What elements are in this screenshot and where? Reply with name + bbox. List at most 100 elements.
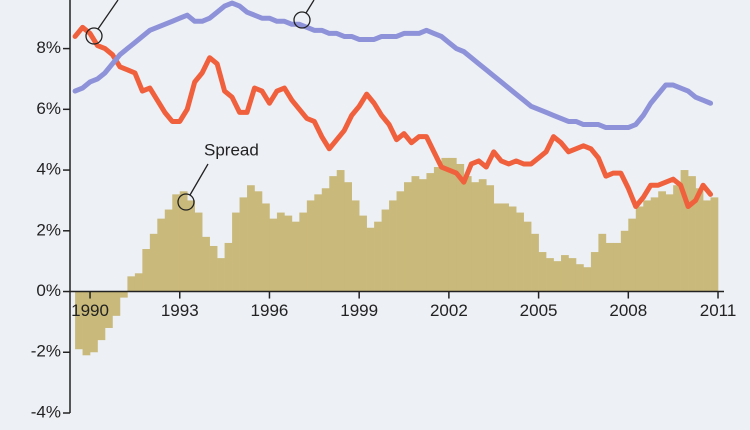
bar: [710, 197, 719, 292]
bar: [359, 215, 367, 292]
bar: [508, 206, 517, 292]
bar: [650, 197, 659, 292]
bar: [164, 209, 173, 292]
y-tick-label: -4%: [31, 402, 61, 421]
bar: [112, 291, 121, 316]
y-tick-label: 2%: [36, 220, 61, 239]
y-tick-label: 4%: [36, 160, 61, 179]
bar: [493, 203, 502, 292]
annotation-circle: [293, 11, 311, 29]
line: [72, 24, 714, 209]
bar: [598, 233, 607, 292]
x-tick-label: 1990: [71, 301, 109, 320]
bar: [411, 176, 420, 292]
bar: [299, 212, 308, 292]
bar: [75, 291, 83, 350]
bar: [321, 188, 330, 292]
bar: [276, 212, 285, 292]
bar: [336, 170, 345, 292]
bar: [441, 157, 450, 292]
bar: [239, 197, 248, 292]
bar: [538, 252, 547, 292]
bar: [232, 212, 240, 292]
bar: [433, 167, 442, 292]
bar: [546, 258, 554, 292]
bar: [247, 185, 255, 292]
bar: [329, 176, 338, 292]
annotation-circle: [177, 193, 195, 211]
bar: [366, 227, 375, 292]
bar: [157, 218, 166, 292]
bar: [575, 264, 584, 292]
x-tick-label: 2011: [700, 301, 737, 320]
bar: [254, 191, 263, 292]
bars: [75, 157, 719, 356]
bar: [194, 212, 203, 292]
bar: [553, 261, 562, 292]
bar: [643, 200, 652, 292]
bar: [583, 267, 592, 292]
bar: [471, 182, 480, 292]
bar: [224, 242, 233, 292]
bar: [516, 212, 524, 292]
bar: [344, 182, 352, 292]
annotation-leader: [305, 0, 315, 14]
bar: [209, 245, 218, 292]
bar: [389, 200, 397, 292]
bar: [90, 291, 98, 353]
x-tick-label: 1993: [161, 301, 199, 320]
annotation-circle: [85, 27, 103, 45]
bar: [673, 185, 681, 292]
x-tick-label: 1996: [251, 301, 289, 320]
bar: [463, 176, 472, 292]
x-tick-label: 2002: [430, 301, 468, 320]
bar: [396, 191, 405, 292]
bar: [404, 182, 412, 292]
bar: [127, 276, 136, 292]
annotation-leader: [189, 163, 209, 196]
bar: [374, 221, 382, 292]
bar: [531, 233, 539, 292]
x-tick-label: 2008: [609, 301, 647, 320]
bar: [605, 242, 614, 292]
bar: [306, 200, 315, 292]
bar: [635, 206, 644, 292]
bar: [269, 218, 278, 292]
axes: -4% -2% 0% 2% 4% 6% 8% 1990 1993 1996 1999 2002 2005…: [31, 0, 737, 421]
bar: [590, 252, 599, 292]
lines: [72, 0, 714, 209]
annotations: [85, 0, 315, 211]
bar: [680, 170, 689, 292]
bar: [142, 249, 151, 292]
bar: [314, 194, 323, 292]
series-annotation: Spread: [204, 140, 259, 159]
bar: [172, 194, 181, 292]
bar: [658, 191, 666, 292]
bar: [97, 291, 106, 341]
line: [72, 0, 714, 131]
bar: [478, 179, 487, 292]
bar: [628, 218, 637, 292]
bar: [187, 200, 195, 292]
bar: [561, 255, 569, 292]
bar: [523, 221, 532, 292]
bar: [665, 194, 674, 292]
bar: [217, 258, 225, 292]
y-tick-label: 0%: [36, 281, 61, 300]
bar: [104, 291, 113, 328]
bar: [501, 203, 509, 292]
bar: [418, 179, 427, 292]
bar: [620, 230, 629, 292]
bar: [179, 191, 188, 292]
bar: [149, 233, 158, 292]
bar: [448, 157, 457, 292]
bar: [119, 291, 128, 298]
bar: [695, 188, 704, 292]
annotation-leader: [97, 0, 119, 30]
bar: [351, 200, 360, 292]
bar: [261, 203, 270, 292]
y-tick-label: 8%: [36, 38, 61, 57]
bar: [82, 291, 91, 356]
bar: [486, 185, 495, 292]
